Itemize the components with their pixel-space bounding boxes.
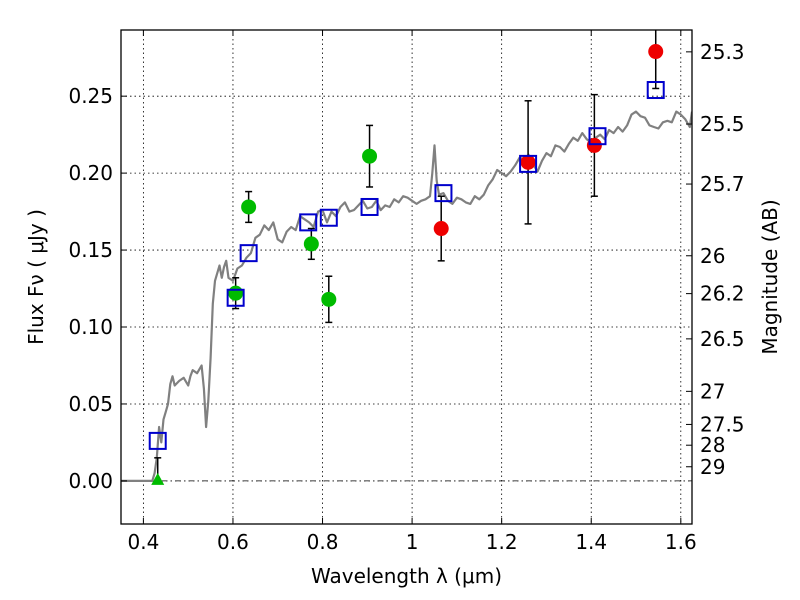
right-axis-tick-label: 26 [700,244,725,268]
red-point [586,137,602,153]
y-tick-label: 0.00 [68,469,113,493]
green-point [241,199,257,215]
red-point [520,154,536,170]
upper-limit-triangle [151,472,165,485]
x-axis-label: Wavelength λ (μm) [311,564,502,588]
model-band-square [148,431,167,450]
axes-frame [120,29,693,525]
green-point [228,285,244,301]
x-tick-label: 0.8 [307,530,339,554]
grid [121,30,692,524]
right-axis-tick-label: 27.5 [700,412,745,436]
model-band-square [299,213,318,232]
model-band-square [360,197,379,216]
ticks: 0.4 0.6 0.8 1 1.2 1.4 1.6 0.00 0.05 0.10 0.15 0.20 0… [68,30,745,554]
right-axis-tick-label: 26.5 [700,327,745,351]
right-axis-label: Magnitude (AB) [758,199,782,354]
x-tick-label: 1.2 [486,530,518,554]
x-tick-label: 0.6 [217,530,249,554]
model-band-square [226,288,245,307]
model-band-square [588,127,607,146]
right-axis-tick-label: 27 [700,379,725,403]
y-tick-label: 0.20 [68,161,113,185]
y-tick-label: 0.10 [68,315,113,339]
right-axis-tick-label: 25.5 [700,112,745,136]
plot-area [121,30,692,485]
green-point [362,148,378,164]
y-tick-label: 0.25 [68,84,113,108]
right-axis-tick-label: 29 [700,455,725,479]
y-tick-label: 0.05 [68,392,113,416]
x-tick-label: 0.4 [127,530,159,554]
green-point [321,291,337,307]
model-band-square [434,184,453,203]
model-band-square [319,208,338,227]
model-band-square [239,244,258,263]
model-band-square [519,154,538,173]
right-axis-tick-label: 26.2 [700,282,745,306]
y-axis-label: Flux Fν ( μJy ) [24,209,48,345]
x-tick-label: 1.6 [665,530,697,554]
red-point [433,221,449,237]
red-point [648,44,664,60]
y-tick-label: 0.15 [68,238,113,262]
model-band-square [646,81,665,100]
right-axis-tick-label: 28 [700,433,725,457]
right-axis-tick-label: 25.7 [700,172,745,196]
x-tick-label: 1 [406,530,419,554]
green-point [303,236,319,252]
right-axis-tick-label: 25.3 [700,40,745,64]
x-tick-label: 1.4 [575,530,607,554]
